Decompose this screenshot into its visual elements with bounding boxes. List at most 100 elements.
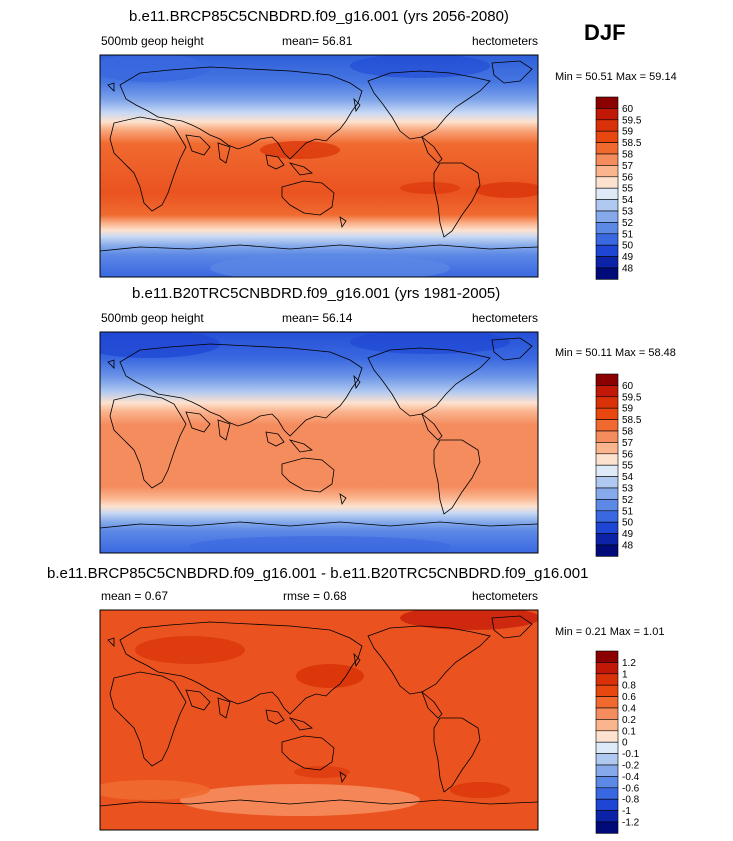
panel-1-colorbar-swatch-2 — [595, 119, 619, 132]
panel-2-colorbar-tick-label-11: 51 — [622, 506, 634, 517]
panel-3-colorbar-swatch-4 — [595, 696, 619, 709]
panel-3-colorbar-tick-label-3: 0.6 — [622, 692, 636, 703]
panel-1-minmax: Min = 50.51 Max = 59.14 — [555, 71, 677, 83]
panel-1-colorbar-swatch-1 — [595, 108, 619, 121]
panel-2-colorbar-tick-label-5: 57 — [622, 438, 634, 449]
panel-2-colorbar-swatch-8 — [595, 464, 619, 477]
panel-3-colorbar-swatch-11 — [595, 776, 619, 789]
panel-2-minmax: Min = 50.11 Max = 58.48 — [555, 347, 676, 359]
panel-1-colorbar-tick-label-8: 54 — [622, 195, 634, 206]
panel-3-colorbar-tick-label-9: -0.2 — [622, 761, 640, 772]
panel-2-colorbar-tick-label-12: 50 — [622, 518, 634, 529]
panel-3-colorbar-swatch-12 — [595, 787, 619, 800]
panel-3-colorbar-swatch-14 — [595, 810, 619, 823]
panel-2-mean-label: mean= 56.14 — [282, 311, 353, 325]
panel-1-colorbar-tick-label-3: 58.5 — [622, 138, 642, 149]
panel-2-colorbar-swatch-2 — [595, 396, 619, 409]
panel-2-colorbar-tick-label-10: 52 — [622, 495, 634, 506]
panel-3-map — [100, 610, 538, 830]
panel-3-units-label: hectometers — [472, 589, 539, 603]
panel-1-colorbar-swatch-14 — [595, 256, 619, 269]
panel-2-colorbar-swatch-4 — [595, 419, 619, 432]
panel-1-variable-label: 500mb geop height — [101, 34, 204, 48]
panel-3-colorbar-swatch-15 — [595, 821, 619, 834]
panel-2-colorbar-swatch-9 — [595, 476, 619, 489]
panel-1-colorbar-tick-label-7: 55 — [622, 184, 634, 195]
panel-1-colorbar-swatch-11 — [595, 222, 619, 235]
panel-3-colorbar-tick-label-10: -0.4 — [622, 772, 640, 783]
panel-1-colorbar-tick-label-13: 49 — [622, 252, 634, 263]
panel-2-colorbar-swatch-3 — [595, 407, 619, 420]
panel-3-minmax: Min = 0.21 Max = 1.01 — [555, 626, 665, 638]
panel-1-colorbar-swatch-15 — [595, 267, 619, 280]
panel-3-colorbar: 1.210.80.60.40.20.10-0.1-0.2-0.4-0.6-0.8… — [595, 650, 640, 834]
panel-2-colorbar-tick-label-3: 58.5 — [622, 415, 642, 426]
panel-1-units-label: hectometers — [472, 34, 539, 48]
panel-1-colorbar-swatch-9 — [595, 199, 619, 212]
panel-3-colorbar-tick-label-11: -0.6 — [622, 783, 640, 794]
panel-1-colorbar-tick-label-11: 51 — [622, 229, 634, 240]
panel-1-colorbar-tick-label-5: 57 — [622, 161, 634, 172]
panel-3-colorbar-swatch-9 — [595, 753, 619, 766]
panel-1-colorbar-swatch-6 — [595, 165, 619, 178]
panel-2-colorbar-swatch-14 — [595, 533, 619, 546]
panel-3-colorbar-swatch-5 — [595, 707, 619, 720]
panel-2-colorbar-tick-label-4: 58 — [622, 427, 634, 438]
panel-1-colorbar-tick-label-1: 59.5 — [622, 115, 642, 126]
panel-1-colorbar-swatch-13 — [595, 244, 619, 257]
panel-3-colorbar-swatch-13 — [595, 798, 619, 811]
panel-3-colorbar-tick-label-14: -1.2 — [622, 818, 640, 829]
panel-2-title: b.e11.B20TRC5CNBDRD.f09_g16.001 (yrs 198… — [132, 285, 501, 302]
panel-1-colorbar-swatch-3 — [595, 130, 619, 143]
panel-2-colorbar-tick-label-9: 53 — [622, 484, 634, 495]
panel-3-colorbar-tick-label-8: -0.1 — [622, 749, 640, 760]
panel-1-colorbar-tick-label-14: 48 — [622, 264, 634, 275]
panel-3-colorbar-swatch-1 — [595, 662, 619, 675]
panel-2-colorbar-swatch-10 — [595, 487, 619, 500]
panel-3-mean-label: mean = 0.67 — [101, 589, 169, 603]
panel-2-colorbar-swatch-6 — [595, 442, 619, 455]
panel-2-colorbar-swatch-11 — [595, 499, 619, 512]
panel-3-colorbar-tick-label-4: 0.4 — [622, 704, 636, 715]
panel-1-mean-label: mean= 56.81 — [282, 34, 353, 48]
panel-3-colorbar-tick-label-0: 1.2 — [622, 658, 636, 669]
panel-3-colorbar-swatch-0 — [595, 650, 619, 663]
panel-1-colorbar-tick-label-6: 56 — [622, 172, 634, 183]
panel-1-frame — [99, 54, 539, 278]
panel-1-colorbar-swatch-4 — [595, 142, 619, 155]
panel-2-colorbar-swatch-1 — [595, 385, 619, 398]
panel-3-colorbar-swatch-7 — [595, 730, 619, 743]
panel-2-colorbar-swatch-0 — [595, 373, 619, 386]
panel-1-colorbar-swatch-7 — [595, 176, 619, 189]
panel-2-colorbar-swatch-12 — [595, 510, 619, 523]
panel-2-units-label: hectometers — [472, 311, 539, 325]
panel-2-frame — [99, 331, 539, 554]
panel-1-colorbar-swatch-0 — [595, 96, 619, 109]
panel-3-colorbar-tick-label-13: -1 — [622, 806, 631, 817]
panel-2-variable-label: 500mb geop height — [101, 311, 204, 325]
season-label: DJF — [584, 20, 626, 45]
panel-2-map — [100, 332, 538, 553]
panel-3-colorbar-swatch-8 — [595, 741, 619, 754]
panel-3-colorbar-swatch-2 — [595, 673, 619, 686]
panel-3-colorbar-tick-label-6: 0.1 — [622, 726, 636, 737]
panel-2-colorbar-tick-label-2: 59 — [622, 404, 634, 415]
panel-1-colorbar-tick-label-4: 58 — [622, 150, 634, 161]
panel-3-colorbar-tick-label-1: 1 — [622, 669, 628, 680]
panel-1-colorbar-tick-label-0: 60 — [622, 104, 634, 115]
panel-2-colorbar-tick-label-13: 49 — [622, 529, 634, 540]
panel-3-colorbar-swatch-3 — [595, 684, 619, 697]
panel-3-colorbar-tick-label-2: 0.8 — [622, 681, 636, 692]
panel-3-colorbar-tick-label-5: 0.2 — [622, 715, 636, 726]
panel-3-colorbar-swatch-6 — [595, 719, 619, 732]
panel-2-colorbar-tick-label-1: 59.5 — [622, 392, 642, 403]
panel-1-map — [100, 55, 538, 277]
panel-2-colorbar-swatch-15 — [595, 544, 619, 557]
panel-3-title: b.e11.BRCP85C5CNBDRD.f09_g16.001 - b.e11… — [47, 565, 589, 582]
panel-2-colorbar-swatch-7 — [595, 453, 619, 466]
panel-2-colorbar-tick-label-7: 55 — [622, 461, 634, 472]
panel-1-colorbar-tick-label-12: 50 — [622, 241, 634, 252]
panel-3-colorbar-tick-label-7: 0 — [622, 738, 628, 749]
